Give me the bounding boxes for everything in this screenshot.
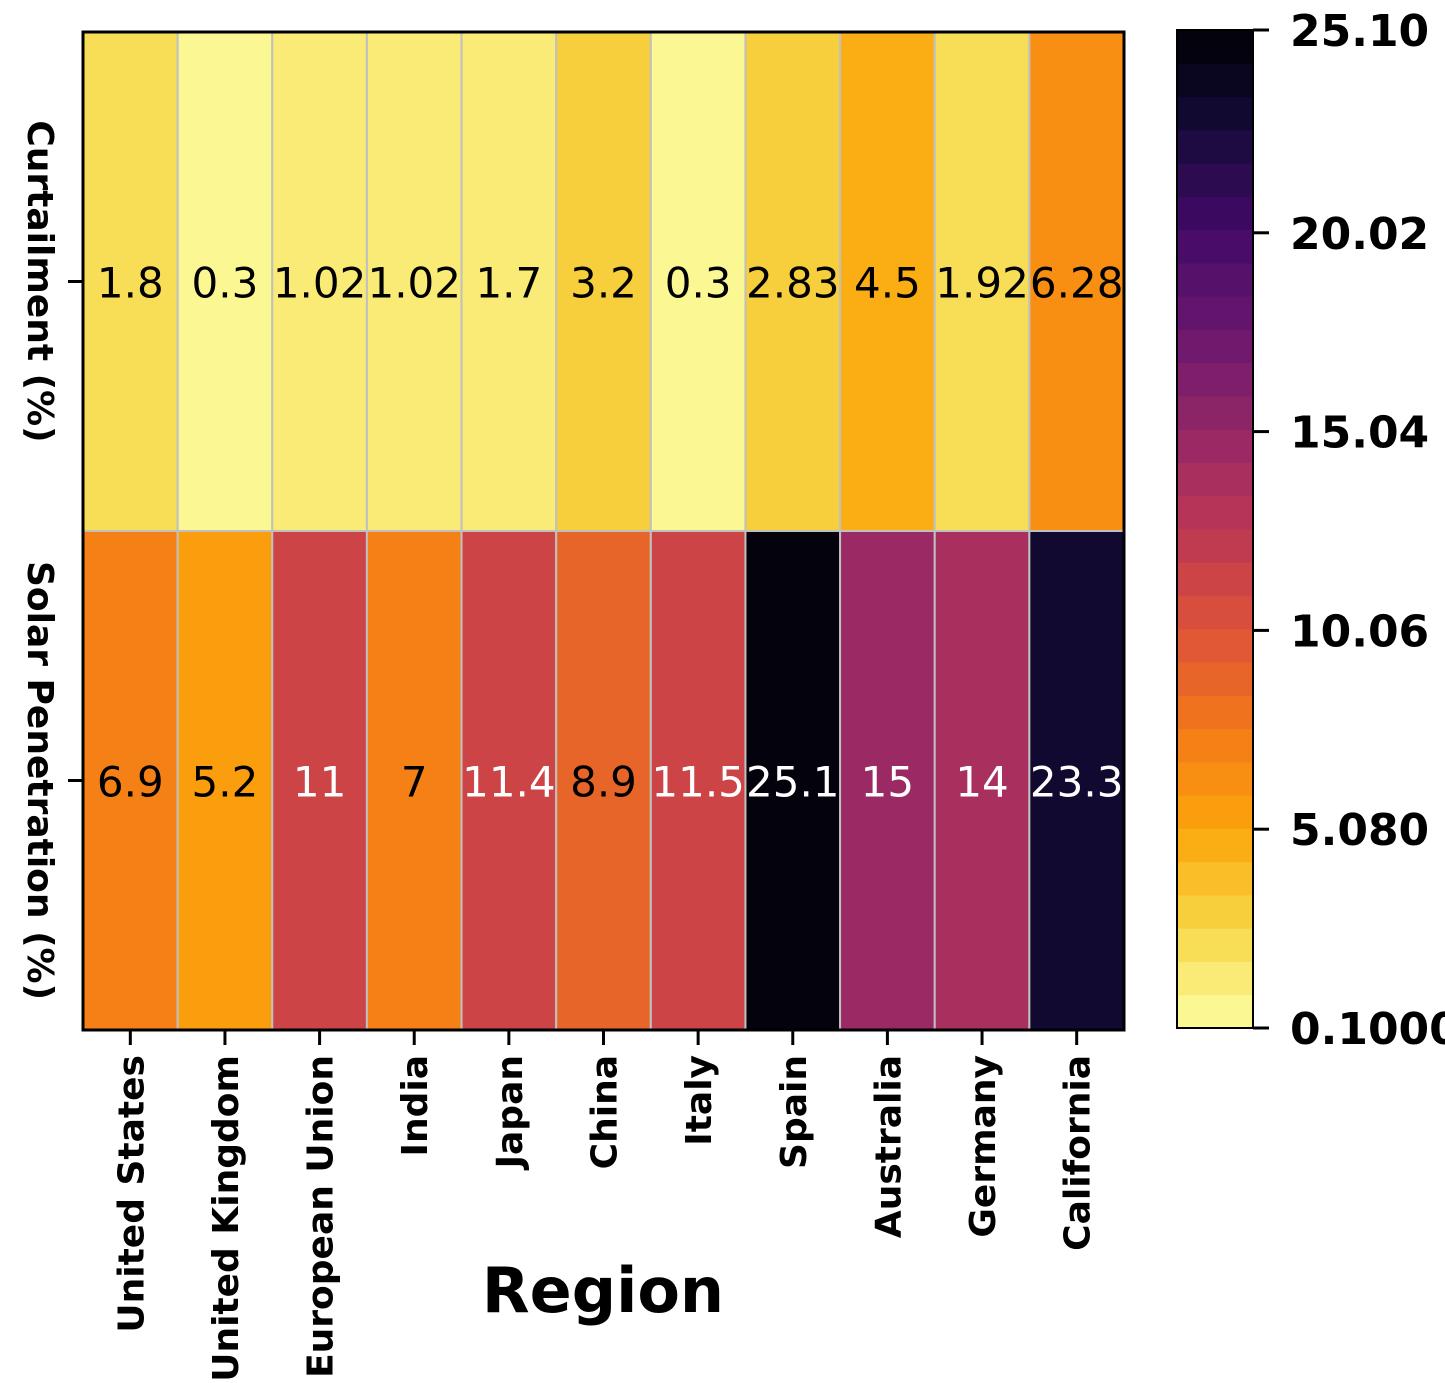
cell-value-label: 1.8 bbox=[97, 259, 164, 308]
cell-value-label: 1.92 bbox=[935, 259, 1029, 308]
heatmap-cell bbox=[271, 530, 368, 1031]
heatmap-cell bbox=[1028, 530, 1126, 1031]
colorbar-band bbox=[1177, 129, 1253, 164]
heatmap-cell bbox=[555, 31, 652, 532]
y-tick-label: Curtailment (%) bbox=[19, 120, 60, 442]
cell-value-label: 23.3 bbox=[1030, 758, 1124, 807]
x-tick-label: European Union bbox=[301, 1055, 342, 1378]
cell-value-label: 2.83 bbox=[746, 259, 840, 308]
x-tick-label: Australia bbox=[868, 1055, 909, 1238]
colorbar-tick-label: 15.04 bbox=[1290, 408, 1429, 459]
heatmap-cell bbox=[365, 31, 463, 532]
colorbar-tick-label: 25.10 bbox=[1290, 6, 1429, 57]
heatmap-cell bbox=[176, 31, 274, 532]
cell-value-label: 14 bbox=[955, 758, 1008, 807]
x-tick-label: China bbox=[585, 1055, 626, 1169]
colorbar-band bbox=[1177, 495, 1253, 530]
heatmap-cell bbox=[933, 31, 1031, 532]
cell-value-label: 5.2 bbox=[192, 758, 259, 807]
colorbar-tick-label: 0.1000 bbox=[1290, 1004, 1445, 1055]
x-tick-label: Japan bbox=[490, 1055, 531, 1171]
cell-value-label: 11.4 bbox=[462, 758, 556, 807]
cell-value-label: 6.9 bbox=[97, 758, 164, 807]
heatmap-cell bbox=[839, 530, 936, 1031]
cell-value-label: 0.3 bbox=[665, 259, 732, 308]
heatmap-cell bbox=[460, 31, 558, 532]
colorbar-band bbox=[1177, 828, 1253, 863]
colorbar-band bbox=[1177, 262, 1253, 297]
heatmap-cell bbox=[933, 530, 1031, 1031]
x-tick-label: United States bbox=[111, 1055, 152, 1333]
colorbar-tick-label: 10.06 bbox=[1290, 606, 1429, 657]
colorbar-band bbox=[1177, 63, 1253, 98]
cell-value-label: 25.1 bbox=[746, 758, 840, 807]
colorbar-band bbox=[1177, 728, 1253, 763]
heatmap-cell bbox=[82, 31, 179, 532]
colorbar-band bbox=[1177, 961, 1253, 996]
colorbar-band bbox=[1177, 761, 1253, 796]
colorbar-band bbox=[1177, 695, 1253, 730]
colorbar-band bbox=[1177, 928, 1253, 962]
cell-value-label: 0.3 bbox=[192, 259, 259, 308]
cell-value-label: 6.28 bbox=[1030, 259, 1124, 308]
cell-value-label: 1.02 bbox=[367, 259, 461, 308]
x-tick-label: California bbox=[1058, 1055, 1099, 1251]
colorbar-tick-label: 20.02 bbox=[1290, 209, 1429, 260]
colorbar-tick-label: 5.080 bbox=[1290, 805, 1429, 856]
colorbar-band bbox=[1177, 795, 1253, 829]
colorbar-band bbox=[1177, 628, 1253, 663]
cell-value-label: 8.9 bbox=[570, 758, 637, 807]
cell-value-label: 1.02 bbox=[273, 259, 367, 308]
x-tick-label: Italy bbox=[679, 1055, 720, 1146]
colorbar-band bbox=[1177, 296, 1253, 330]
colorbar-band bbox=[1177, 96, 1253, 131]
colorbar-band bbox=[1177, 395, 1253, 430]
y-tick-label: Solar Penetration (%) bbox=[19, 561, 60, 1000]
colorbar-band bbox=[1177, 462, 1253, 497]
colorbar-frame bbox=[1176, 29, 1254, 1029]
x-axis-title: Region bbox=[482, 1254, 724, 1327]
colorbar-band bbox=[1177, 595, 1253, 630]
x-tick-label: United Kingdom bbox=[206, 1055, 247, 1379]
colorbar-band bbox=[1177, 662, 1253, 696]
cell-value-label: 11 bbox=[293, 758, 346, 807]
colorbar-band bbox=[1177, 196, 1253, 231]
colorbar-band bbox=[1177, 30, 1253, 64]
heatmap-cell bbox=[460, 530, 558, 1031]
colorbar-band bbox=[1177, 429, 1253, 463]
heatmap-cell bbox=[649, 530, 747, 1031]
heatmap-cell bbox=[744, 530, 842, 1031]
cell-value-label: 1.7 bbox=[475, 259, 542, 308]
colorbar-band bbox=[1177, 329, 1253, 364]
colorbar-band bbox=[1177, 362, 1253, 397]
heatmap-cell bbox=[176, 530, 274, 1031]
colorbar-band bbox=[1177, 861, 1253, 896]
colorbar-band bbox=[1177, 562, 1253, 597]
colorbar-band bbox=[1177, 529, 1253, 563]
heatmap-cell bbox=[555, 530, 652, 1031]
colorbar-band bbox=[1177, 229, 1253, 264]
cell-value-label: 3.2 bbox=[570, 259, 637, 308]
colorbar-band bbox=[1177, 163, 1253, 197]
cell-value-label: 11.5 bbox=[651, 758, 745, 807]
x-tick-label: Spain bbox=[774, 1055, 815, 1169]
x-tick-label: India bbox=[395, 1055, 436, 1156]
x-tick-label: Germany bbox=[963, 1055, 1004, 1238]
cell-value-label: 4.5 bbox=[854, 259, 921, 308]
heatmap-cell bbox=[82, 530, 179, 1031]
colorbar-band bbox=[1177, 894, 1253, 929]
cell-value-label: 15 bbox=[861, 758, 914, 807]
heatmap-cell bbox=[744, 31, 842, 532]
colorbar-band bbox=[1177, 994, 1253, 1029]
cell-value-label: 7 bbox=[401, 758, 428, 807]
